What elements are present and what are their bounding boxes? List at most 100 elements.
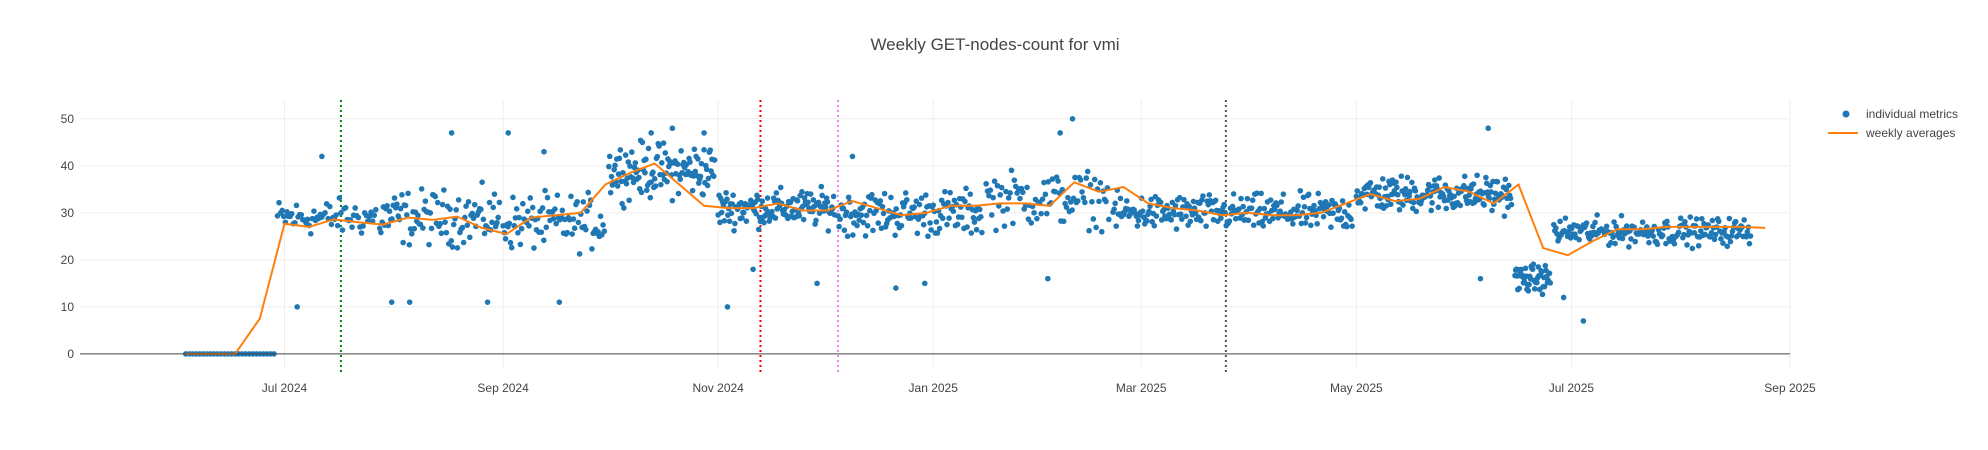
data-point[interactable] bbox=[813, 217, 819, 224]
weekly-averages-line[interactable] bbox=[185, 162, 1766, 355]
data-point[interactable] bbox=[700, 191, 706, 198]
data-point[interactable] bbox=[837, 216, 843, 222]
data-point[interactable] bbox=[1557, 218, 1563, 225]
data-point[interactable] bbox=[705, 175, 712, 182]
data-point[interactable] bbox=[662, 150, 669, 156]
data-point[interactable] bbox=[1134, 223, 1141, 229]
data-point[interactable] bbox=[276, 199, 282, 206]
data-point[interactable] bbox=[1466, 192, 1472, 198]
data-point[interactable] bbox=[455, 197, 462, 203]
data-point[interactable] bbox=[1090, 216, 1097, 222]
data-point[interactable] bbox=[1501, 213, 1508, 219]
data-point[interactable] bbox=[405, 190, 411, 197]
data-point[interactable] bbox=[946, 215, 952, 221]
data-point[interactable] bbox=[747, 197, 754, 204]
data-point[interactable] bbox=[1349, 223, 1355, 229]
data-point[interactable] bbox=[1043, 210, 1050, 217]
data-point[interactable] bbox=[918, 195, 925, 201]
data-point[interactable] bbox=[1539, 291, 1546, 298]
data-point[interactable] bbox=[1097, 180, 1104, 186]
data-point[interactable] bbox=[643, 156, 649, 163]
data-point[interactable] bbox=[490, 204, 497, 211]
data-point[interactable] bbox=[1158, 217, 1165, 223]
data-point[interactable] bbox=[1354, 188, 1361, 194]
data-point[interactable] bbox=[1298, 220, 1305, 227]
data-point[interactable] bbox=[698, 160, 705, 167]
data-point[interactable] bbox=[1387, 201, 1394, 208]
data-point[interactable] bbox=[1708, 230, 1715, 236]
data-point[interactable] bbox=[1394, 191, 1401, 198]
data-point[interactable] bbox=[1254, 190, 1260, 196]
data-point[interactable] bbox=[529, 204, 536, 211]
data-point[interactable] bbox=[647, 194, 654, 201]
data-point[interactable] bbox=[934, 230, 941, 236]
data-point[interactable] bbox=[973, 226, 980, 233]
data-point[interactable] bbox=[1103, 198, 1109, 205]
data-point[interactable] bbox=[1357, 199, 1364, 206]
data-point[interactable] bbox=[1072, 174, 1078, 181]
data-point[interactable] bbox=[466, 234, 473, 241]
data-point[interactable] bbox=[869, 191, 875, 198]
data-point[interactable] bbox=[1249, 197, 1256, 203]
data-point[interactable] bbox=[434, 199, 441, 206]
data-point[interactable] bbox=[991, 178, 998, 184]
data-point[interactable] bbox=[1398, 173, 1405, 179]
data-point[interactable] bbox=[1177, 211, 1184, 217]
data-point[interactable] bbox=[1619, 235, 1626, 242]
data-point[interactable] bbox=[1041, 179, 1047, 186]
data-point[interactable] bbox=[1267, 197, 1274, 203]
data-point[interactable] bbox=[288, 210, 295, 217]
data-point-outlier[interactable] bbox=[1069, 116, 1076, 122]
data-point[interactable] bbox=[724, 196, 730, 203]
data-point[interactable] bbox=[620, 169, 626, 176]
data-point[interactable] bbox=[538, 229, 545, 235]
data-point[interactable] bbox=[1382, 185, 1389, 191]
data-point[interactable] bbox=[822, 204, 829, 210]
data-point[interactable] bbox=[925, 233, 931, 240]
data-point[interactable] bbox=[1530, 261, 1537, 268]
data-point[interactable] bbox=[1148, 196, 1154, 203]
data-point[interactable] bbox=[606, 153, 613, 160]
data-point[interactable] bbox=[740, 209, 747, 216]
data-point[interactable] bbox=[1200, 193, 1206, 199]
data-point[interactable] bbox=[854, 222, 860, 229]
data-point[interactable] bbox=[574, 198, 580, 205]
data-point[interactable] bbox=[352, 205, 358, 211]
data-point[interactable] bbox=[650, 169, 656, 175]
data-point[interactable] bbox=[1308, 222, 1314, 229]
data-point-outlier[interactable] bbox=[294, 304, 300, 310]
data-point[interactable] bbox=[589, 246, 595, 252]
data-point[interactable] bbox=[1183, 213, 1189, 220]
data-point[interactable] bbox=[1646, 239, 1652, 246]
data-point[interactable] bbox=[1650, 233, 1656, 239]
data-point[interactable] bbox=[927, 220, 933, 226]
data-point[interactable] bbox=[1348, 216, 1354, 223]
data-point[interactable] bbox=[1546, 270, 1553, 277]
data-point[interactable] bbox=[322, 209, 328, 216]
data-point[interactable] bbox=[1726, 215, 1733, 222]
data-point[interactable] bbox=[1396, 206, 1403, 213]
data-point[interactable] bbox=[342, 204, 349, 211]
data-point[interactable] bbox=[1173, 226, 1180, 232]
data-point[interactable] bbox=[944, 221, 950, 228]
data-point[interactable] bbox=[656, 143, 662, 149]
data-point[interactable] bbox=[660, 140, 667, 146]
data-point-outlier[interactable] bbox=[921, 280, 928, 287]
data-point[interactable] bbox=[807, 191, 814, 197]
data-point[interactable] bbox=[1034, 215, 1040, 222]
data-point[interactable] bbox=[1111, 206, 1117, 213]
data-point[interactable] bbox=[860, 219, 867, 226]
data-point[interactable] bbox=[406, 242, 413, 248]
data-point[interactable] bbox=[891, 213, 897, 220]
data-point[interactable] bbox=[877, 198, 884, 204]
data-point[interactable] bbox=[1151, 222, 1158, 229]
data-point[interactable] bbox=[1689, 245, 1696, 252]
data-point[interactable] bbox=[739, 215, 745, 221]
data-point[interactable] bbox=[648, 179, 654, 185]
data-point[interactable] bbox=[1089, 198, 1095, 205]
data-point[interactable] bbox=[704, 182, 711, 189]
data-point[interactable] bbox=[554, 192, 561, 199]
data-point[interactable] bbox=[723, 189, 729, 196]
data-point[interactable] bbox=[669, 197, 676, 204]
data-point[interactable] bbox=[1328, 224, 1334, 230]
